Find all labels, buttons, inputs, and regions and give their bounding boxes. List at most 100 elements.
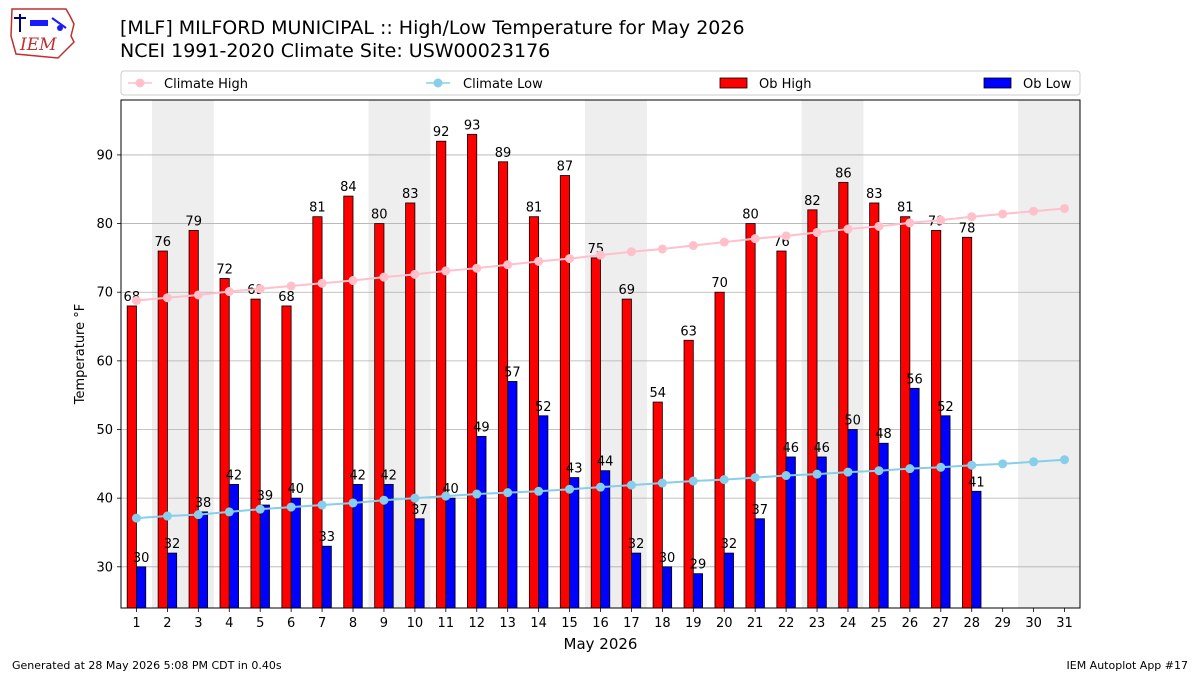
ob-high-label: 80 <box>371 208 388 223</box>
legend-ob-low-swatch <box>983 77 1012 89</box>
ob-low-bar <box>631 552 642 609</box>
x-axis-label: May 2026 <box>564 635 638 653</box>
climate-low-point <box>441 491 451 501</box>
x-tick-label: 18 <box>654 616 671 631</box>
ob-high-bar <box>250 298 261 609</box>
ob-low-label: 43 <box>566 462 583 477</box>
climate-low-point <box>255 504 265 514</box>
ob-low-label: 42 <box>349 468 366 483</box>
climate-high-point <box>162 293 172 303</box>
ob-high-label: 81 <box>897 201 914 216</box>
ob-low-label: 46 <box>782 441 799 456</box>
ob-high-label: 63 <box>680 324 697 339</box>
x-tick-label: 30 <box>1025 616 1042 631</box>
ob-high-label: 81 <box>526 201 543 216</box>
x-tick-label: 29 <box>994 616 1011 631</box>
ob-low-label: 48 <box>875 427 892 442</box>
legend-climate-high-marker <box>135 78 145 88</box>
legend-ob-high-label: Ob High <box>759 77 812 92</box>
climate-high-point <box>472 263 482 273</box>
ob-low-label: 57 <box>504 365 521 380</box>
climate-low-point <box>193 510 203 520</box>
x-tick-label: 11 <box>438 616 455 631</box>
legend-climate-high-label: Climate High <box>164 77 248 92</box>
climate-low-point <box>224 507 234 517</box>
ob-high-bar <box>590 257 601 609</box>
x-tick-label: 27 <box>933 616 950 631</box>
ob-high-label: 68 <box>278 290 295 305</box>
climate-low-point <box>503 488 513 498</box>
ob-low-label: 46 <box>813 441 830 456</box>
ob-high-label: 93 <box>464 118 481 133</box>
ob-low-label: 42 <box>226 468 243 483</box>
ob-low-label: 32 <box>628 537 645 552</box>
ob-high-label: 72 <box>216 262 233 277</box>
ob-low-bar <box>538 415 549 609</box>
ob-high-bar <box>776 250 787 609</box>
climate-low-point <box>534 486 544 496</box>
climate-high-point <box>193 290 203 300</box>
x-tick-label: 26 <box>902 616 919 631</box>
x-tick-label: 8 <box>349 616 357 631</box>
ob-low-bar <box>723 552 734 609</box>
x-tick-label: 21 <box>747 616 764 631</box>
ob-high-label: 82 <box>804 194 821 209</box>
ob-high-bar <box>931 230 942 609</box>
ob-high-label: 86 <box>835 166 852 181</box>
climate-high-point <box>967 212 977 222</box>
x-tick-label: 24 <box>840 616 857 631</box>
ob-high-bar <box>405 202 416 609</box>
x-tick-label: 3 <box>194 616 202 631</box>
climate-low-point <box>1029 457 1039 467</box>
ob-low-label: 37 <box>411 503 428 518</box>
ob-low-bar <box>321 545 332 609</box>
ob-low-label: 44 <box>597 455 614 470</box>
climate-low-point <box>688 476 698 486</box>
ob-low-label: 40 <box>288 482 305 497</box>
climate-low-point <box>812 469 822 479</box>
y-tick-label: 60 <box>96 354 113 369</box>
climate-high-point <box>317 278 327 288</box>
x-tick-label: 4 <box>225 616 233 631</box>
ob-high-label: 84 <box>340 180 357 195</box>
climate-high-point <box>224 287 234 297</box>
climate-high-point <box>255 284 265 294</box>
y-tick-label: 40 <box>96 492 113 507</box>
climate-low-point <box>905 464 915 474</box>
climate-high-point <box>565 254 575 264</box>
climate-high-point <box>348 276 358 286</box>
climate-low-point <box>286 502 296 512</box>
y-tick-label: 70 <box>96 286 113 301</box>
climate-low-point <box>781 471 791 481</box>
ob-high-bar <box>652 401 663 609</box>
climate-high-point <box>812 227 822 237</box>
ob-low-bar <box>816 456 827 609</box>
climate-high-point <box>843 224 853 234</box>
x-tick-label: 15 <box>561 616 578 631</box>
ob-low-bar <box>692 573 703 609</box>
y-tick-label: 90 <box>96 148 113 163</box>
ob-low-label: 32 <box>721 537 738 552</box>
ob-low-bar <box>259 504 270 609</box>
ob-low-label: 29 <box>690 558 707 573</box>
ob-low-bar <box>414 518 425 609</box>
x-tick-label: 20 <box>716 616 733 631</box>
ob-high-label: 89 <box>495 146 512 161</box>
ob-low-label: 32 <box>164 537 181 552</box>
ob-low-label: 30 <box>133 551 150 566</box>
ob-high-label: 83 <box>402 187 419 202</box>
ob-high-label: 81 <box>309 201 326 216</box>
legend-climate-low-marker <box>433 78 443 88</box>
ob-low-bar <box>909 387 920 609</box>
x-tick-label: 6 <box>287 616 295 631</box>
climate-low-point <box>998 459 1008 469</box>
climate-low-point <box>131 513 141 523</box>
y-tick-label: 30 <box>96 560 113 575</box>
ob-high-label: 76 <box>154 235 171 250</box>
ob-low-bar <box>847 429 858 609</box>
ob-low-bar <box>754 518 765 609</box>
ob-low-bar <box>445 497 456 609</box>
climate-high-point <box>998 209 1008 219</box>
ob-high-bar <box>157 250 168 609</box>
ob-low-label: 33 <box>318 530 335 545</box>
